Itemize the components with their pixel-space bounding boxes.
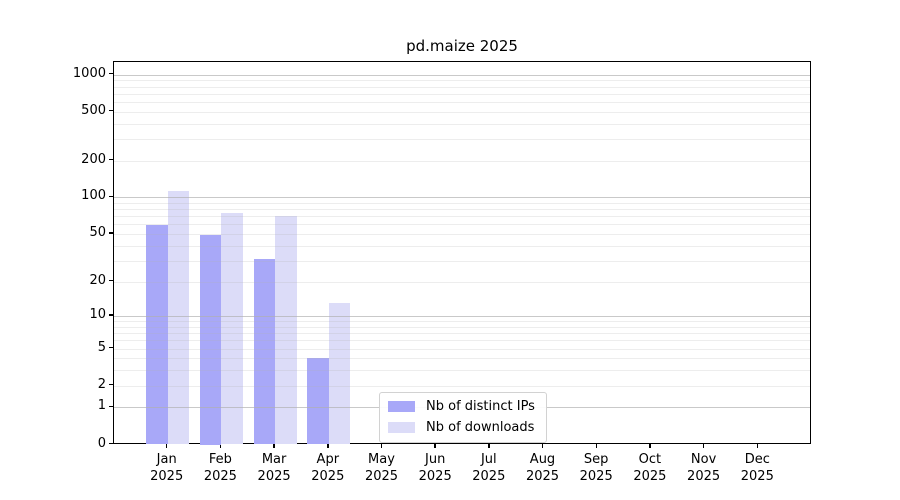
x-tick-label-jul: Jul 2025 <box>472 451 506 484</box>
x-tick-jun <box>434 443 436 448</box>
y-tick-5 <box>109 346 113 349</box>
y-tick-label-100: 100 <box>81 188 106 204</box>
gridline-minor-900 <box>114 80 810 82</box>
x-tick-label-mar: Mar 2025 <box>257 451 291 484</box>
y-tick-20 <box>109 279 113 282</box>
bar-downloads-apr <box>328 303 351 445</box>
gridline-minor-40 <box>114 245 810 247</box>
legend-label-downloads: Nb of downloads <box>426 420 535 435</box>
x-tick-apr <box>327 443 329 448</box>
y-tick-label-200: 200 <box>81 151 106 167</box>
gridline-minor-8 <box>114 326 810 328</box>
gridline-minor-6 <box>114 340 810 342</box>
legend-label-ips: Nb of distinct IPs <box>426 399 535 414</box>
y-tick-label-500: 500 <box>81 102 106 118</box>
gridline-minor-5 <box>114 348 810 350</box>
x-tick-mar <box>273 443 275 448</box>
legend-swatch-ips <box>388 401 415 412</box>
y-tick-500 <box>109 109 113 112</box>
y-tick-2 <box>109 383 113 386</box>
x-tick-label-feb: Feb 2025 <box>203 451 237 484</box>
y-tick-200 <box>109 158 113 161</box>
bar-ips-feb <box>199 235 222 445</box>
gridline-major-100 <box>114 197 810 199</box>
y-tick-label-2: 2 <box>97 376 106 392</box>
x-tick-label-jun: Jun 2025 <box>418 451 452 484</box>
x-tick-label-apr: Apr 2025 <box>311 451 345 484</box>
x-tick-may <box>380 443 383 448</box>
y-tick-1000 <box>109 72 113 75</box>
y-tick-50 <box>109 232 113 234</box>
gridline-minor-800 <box>114 86 810 88</box>
y-tick-label-0: 0 <box>97 435 106 451</box>
y-tick-1 <box>109 405 113 408</box>
bar-ips-mar <box>253 258 276 445</box>
y-tick-label-20: 20 <box>89 272 106 288</box>
gridline-major-10 <box>114 316 810 318</box>
x-tick-aug <box>541 443 544 448</box>
gridline-minor-700 <box>114 93 810 95</box>
bar-downloads-feb <box>221 212 243 445</box>
gridline-minor-500 <box>114 111 810 113</box>
gridline-minor-20 <box>114 281 810 283</box>
plot-area <box>113 61 811 445</box>
y-tick-label-50: 50 <box>89 225 106 240</box>
gridline-minor-4 <box>114 358 810 360</box>
gridline-minor-60 <box>114 224 810 226</box>
legend-item-ips: Nb of distinct IPs <box>388 399 535 414</box>
bar-ips-jan <box>146 225 168 445</box>
bar-downloads-mar <box>275 216 297 445</box>
x-tick-sep <box>595 443 597 448</box>
x-tick-jul <box>488 443 490 448</box>
bar-downloads-jan <box>167 191 190 445</box>
gridline-minor-2 <box>114 385 810 387</box>
gridline-minor-400 <box>114 123 810 125</box>
gridline-minor-600 <box>114 101 810 103</box>
x-tick-label-sep: Sep 2025 <box>579 451 613 484</box>
x-tick-label-may: May 2025 <box>364 451 399 484</box>
gridline-minor-90 <box>114 203 810 204</box>
bar-ips-apr <box>307 358 329 445</box>
x-tick-oct <box>649 443 651 448</box>
gridline-minor-70 <box>114 216 810 218</box>
gridline-minor-50 <box>114 234 810 235</box>
gridline-minor-80 <box>114 209 810 211</box>
x-tick-label-oct: Oct 2025 <box>633 451 667 484</box>
y-tick-label-5: 5 <box>97 339 106 355</box>
gridline-minor-9 <box>114 321 810 323</box>
chart-title: pd.maize 2025 <box>406 37 518 55</box>
gridline-minor-7 <box>114 333 810 335</box>
gridline-minor-3 <box>114 370 810 372</box>
y-tick-label-1000: 1000 <box>72 65 106 81</box>
gridline-minor-300 <box>114 138 810 140</box>
x-tick-label-jan: Jan 2025 <box>150 451 184 484</box>
x-tick-label-dec: Dec 2025 <box>740 451 774 484</box>
y-tick-10 <box>109 314 113 316</box>
gridline-minor-200 <box>114 160 810 162</box>
x-tick-label-nov: Nov 2025 <box>687 451 721 484</box>
legend-item-downloads: Nb of downloads <box>388 420 535 435</box>
y-tick-label-1: 1 <box>97 398 106 414</box>
y-tick-100 <box>109 195 113 198</box>
gridline-major-1000 <box>114 74 810 76</box>
x-tick-nov <box>702 443 705 448</box>
x-tick-dec <box>756 443 759 448</box>
legend: Nb of distinct IPs Nb of downloads <box>379 392 547 443</box>
x-tick-feb <box>219 443 222 448</box>
y-tick-label-10: 10 <box>89 307 106 323</box>
x-tick-jan <box>165 443 168 448</box>
x-tick-label-aug: Aug 2025 <box>525 451 560 484</box>
y-tick-0 <box>109 442 113 445</box>
gridline-minor-30 <box>114 260 810 262</box>
legend-swatch-downloads <box>388 422 415 433</box>
